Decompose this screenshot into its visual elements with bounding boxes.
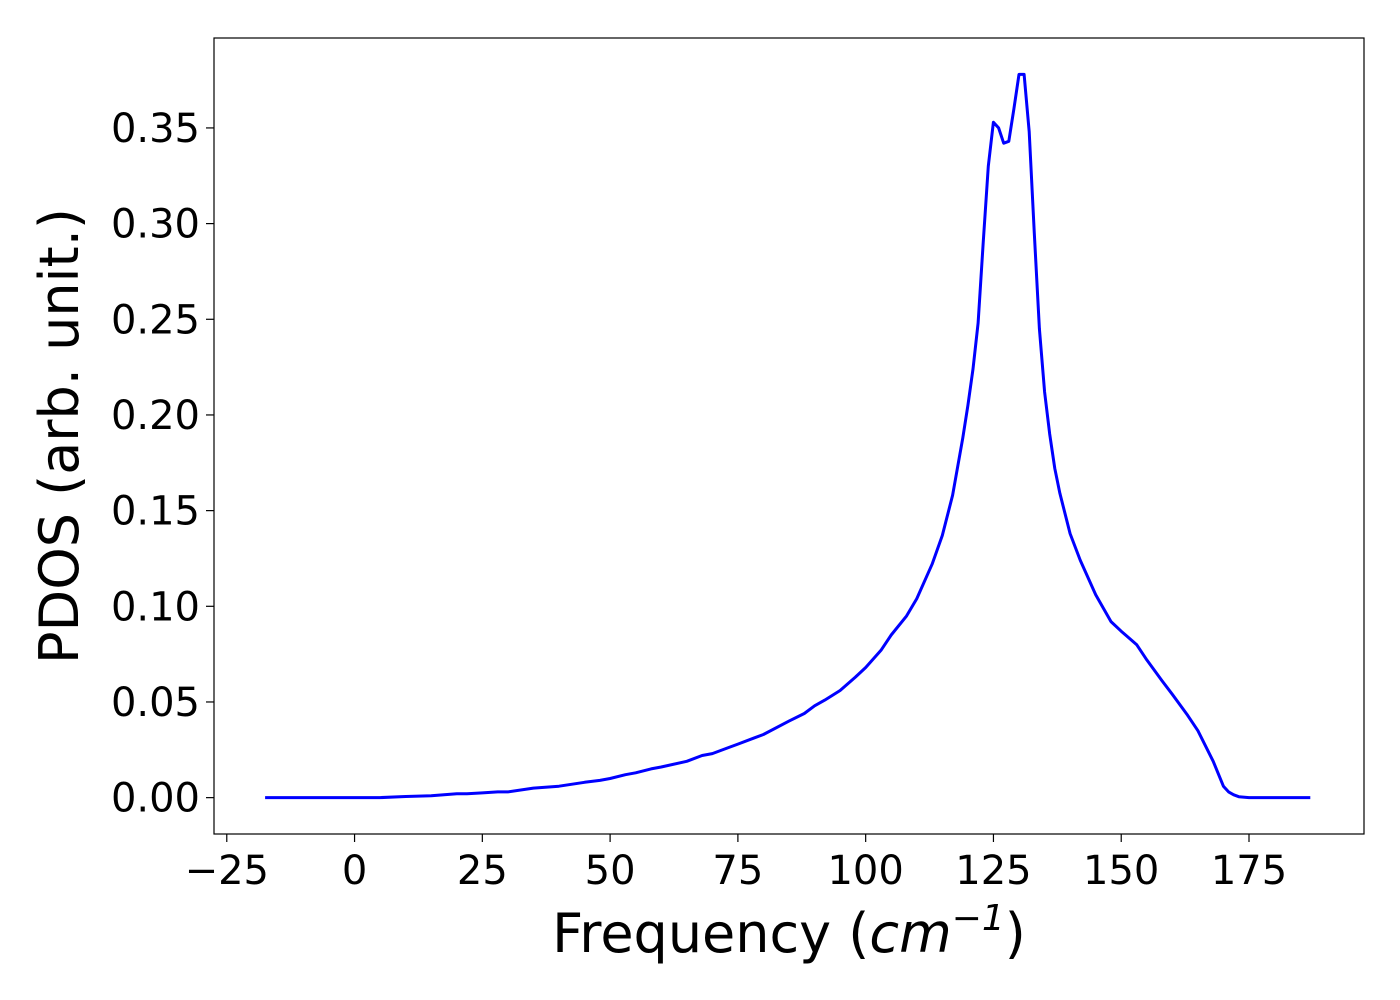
- y-tick-label: 0.10: [111, 584, 200, 630]
- y-tick-label: 0.25: [111, 297, 200, 343]
- x-tick-label: 100: [827, 848, 903, 894]
- y-axis-ticks: 0.00 0.05 0.10 0.15 0.20 0.25 0.30 0.35: [111, 106, 214, 822]
- x-axis-ticks: −25 0 25 50 75 100 125 150 175: [185, 834, 1287, 894]
- x-tick-label: 50: [585, 848, 636, 894]
- axes-frame: [213, 37, 1365, 835]
- x-tick-label: 150: [1083, 848, 1159, 894]
- y-tick-label: 0.05: [111, 680, 200, 726]
- x-tick-label: 175: [1211, 848, 1287, 894]
- x-axis-unit-base: cm: [869, 902, 951, 965]
- y-tick-label: 0.35: [111, 106, 200, 152]
- x-tick-label: 0: [342, 848, 367, 894]
- x-axis-label-suffix: ): [1005, 902, 1026, 965]
- x-axis-label: Frequency (cm−1): [552, 898, 1026, 965]
- series-line-pdos: [265, 72, 1311, 800]
- x-tick-label: 75: [712, 848, 763, 894]
- y-tick-label: 0.00: [111, 776, 200, 822]
- y-tick-label: 0.20: [111, 393, 200, 439]
- x-axis-unit-exponent: −1: [952, 898, 1005, 939]
- plot-area: −25 0 25 50 75 100 125 150 175 0.000.050.100.150…: [111, 37, 1365, 894]
- y-axis-label: PDOS (arb. unit.): [28, 208, 91, 664]
- y-tick-label: 0.30: [111, 202, 200, 248]
- x-tick-label: −25: [185, 848, 269, 894]
- x-tick-label: 125: [955, 848, 1031, 894]
- x-tick-label: 25: [457, 848, 508, 894]
- y-tick-label: 0.15: [111, 489, 200, 535]
